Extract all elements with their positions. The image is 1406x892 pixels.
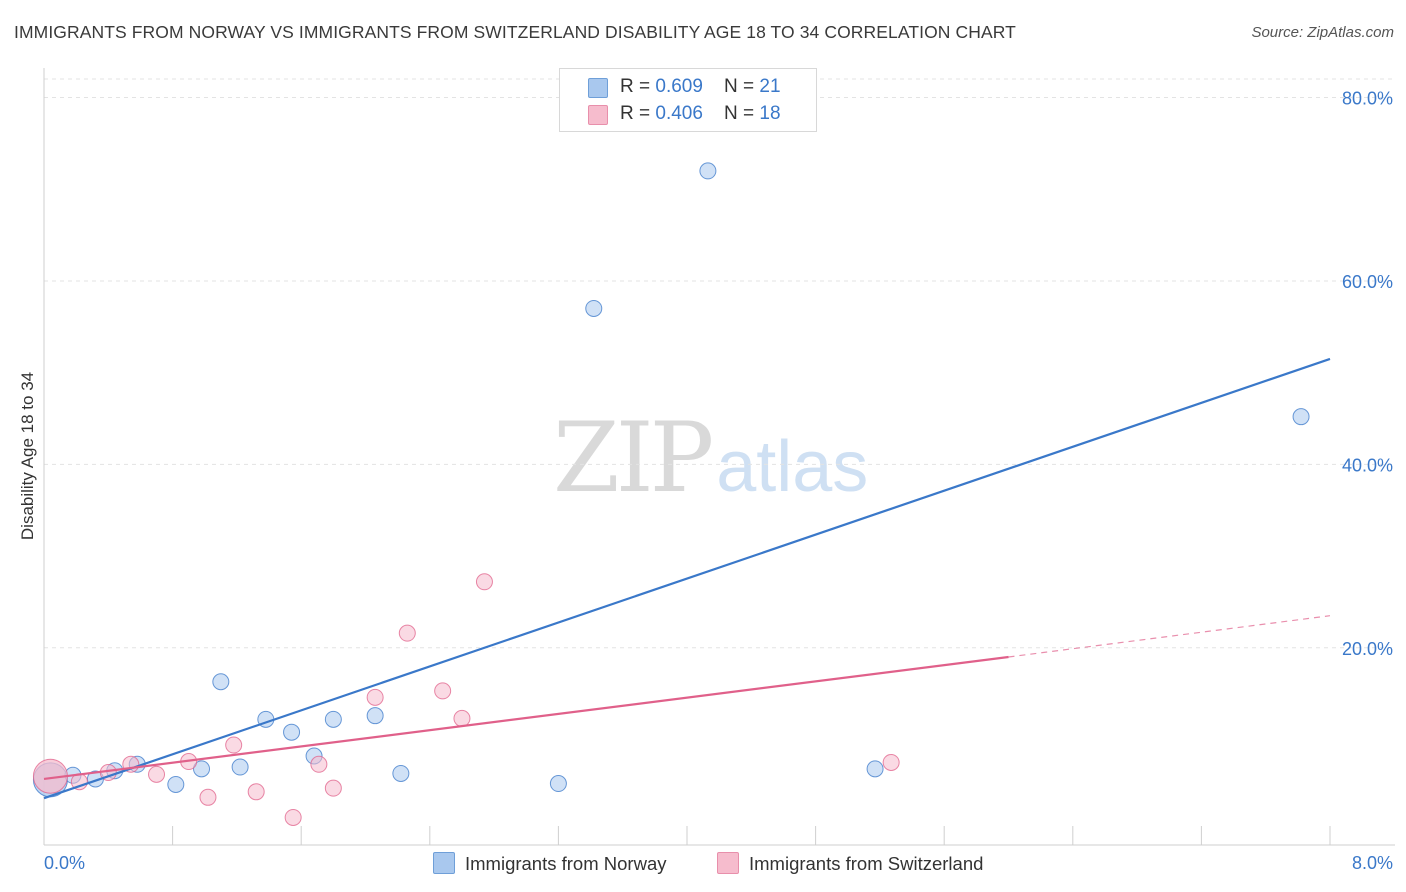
switzerland-point-15 (453, 709, 471, 727)
legend-row-switzerland: R = 0.406 N = 18 (560, 101, 816, 127)
norway-legend-swatch (433, 852, 455, 874)
legend-row-norway: R = 0.609 N = 21 (560, 74, 816, 100)
norway-point-7 (212, 673, 230, 691)
watermark-atlas: atlas (716, 427, 869, 507)
norway-point-18 (866, 760, 884, 778)
correlation-legend: R = 0.609 N = 21 R = 0.406 N = 18 (559, 68, 817, 132)
switzerland-point-16 (475, 573, 493, 591)
switzerland-point-17 (882, 753, 900, 771)
switzerland-point-11 (324, 779, 342, 797)
norway-point-19 (1292, 408, 1310, 426)
norway-point-15 (549, 775, 567, 793)
switzerland-point-8 (247, 783, 265, 801)
switzerland-n-value: 18 (759, 103, 781, 124)
switzerland-point-6 (199, 788, 217, 806)
norway-point-14 (392, 764, 410, 782)
y-tick-label-40: 40.0% (1342, 455, 1393, 475)
norway-trend-line (43, 357, 1331, 800)
norway-n-value: 21 (759, 76, 781, 97)
norway-r-value: 0.609 (655, 76, 703, 97)
switzerland-point-7 (225, 736, 243, 754)
x-tick-label-min: 0.0% (44, 853, 85, 873)
y-tick-label-60: 60.0% (1342, 272, 1393, 292)
x-tick-label-max: 8.0% (1352, 853, 1393, 873)
y-tick-label-20: 20.0% (1342, 639, 1393, 659)
y-tick-label-80: 80.0% (1342, 89, 1393, 109)
norway-point-17 (699, 162, 717, 180)
norway-point-5 (167, 775, 185, 793)
switzerland-point-4 (148, 765, 166, 783)
norway-point-10 (283, 723, 301, 741)
norway-point-8 (231, 758, 249, 776)
watermark: ZIPatlas (553, 402, 868, 514)
legend-item-switzerland: Immigrants from Switzerland (717, 852, 983, 878)
legend-item-norway: Immigrants from Norway (433, 852, 666, 878)
switzerland-legend-swatch (717, 852, 739, 874)
switzerland-r-value: 0.406 (655, 103, 703, 124)
switzerland-trend-line (43, 655, 1009, 781)
switzerland-point-12 (366, 688, 384, 706)
switzerland-swatch (588, 105, 608, 125)
norway-point-13 (366, 707, 384, 725)
norway-point-16 (585, 299, 603, 317)
watermark-zip: ZIP (553, 402, 714, 514)
switzerland-legend-label: Immigrants from Switzerland (749, 853, 984, 874)
norway-legend-label: Immigrants from Norway (465, 853, 667, 874)
switzerland-point-14 (434, 682, 452, 700)
norway-swatch (588, 78, 608, 98)
switzerland-trend-extension (1008, 615, 1331, 658)
chart-title: IMMIGRANTS FROM NORWAY VS IMMIGRANTS FRO… (14, 22, 1016, 42)
switzerland-point-9 (284, 808, 302, 826)
norway-point-6 (193, 760, 211, 778)
source-credit: Source: ZipAtlas.com (1251, 24, 1394, 41)
switzerland-point-13 (398, 624, 416, 642)
norway-point-12 (324, 710, 342, 728)
switzerland-point-10 (310, 755, 328, 773)
